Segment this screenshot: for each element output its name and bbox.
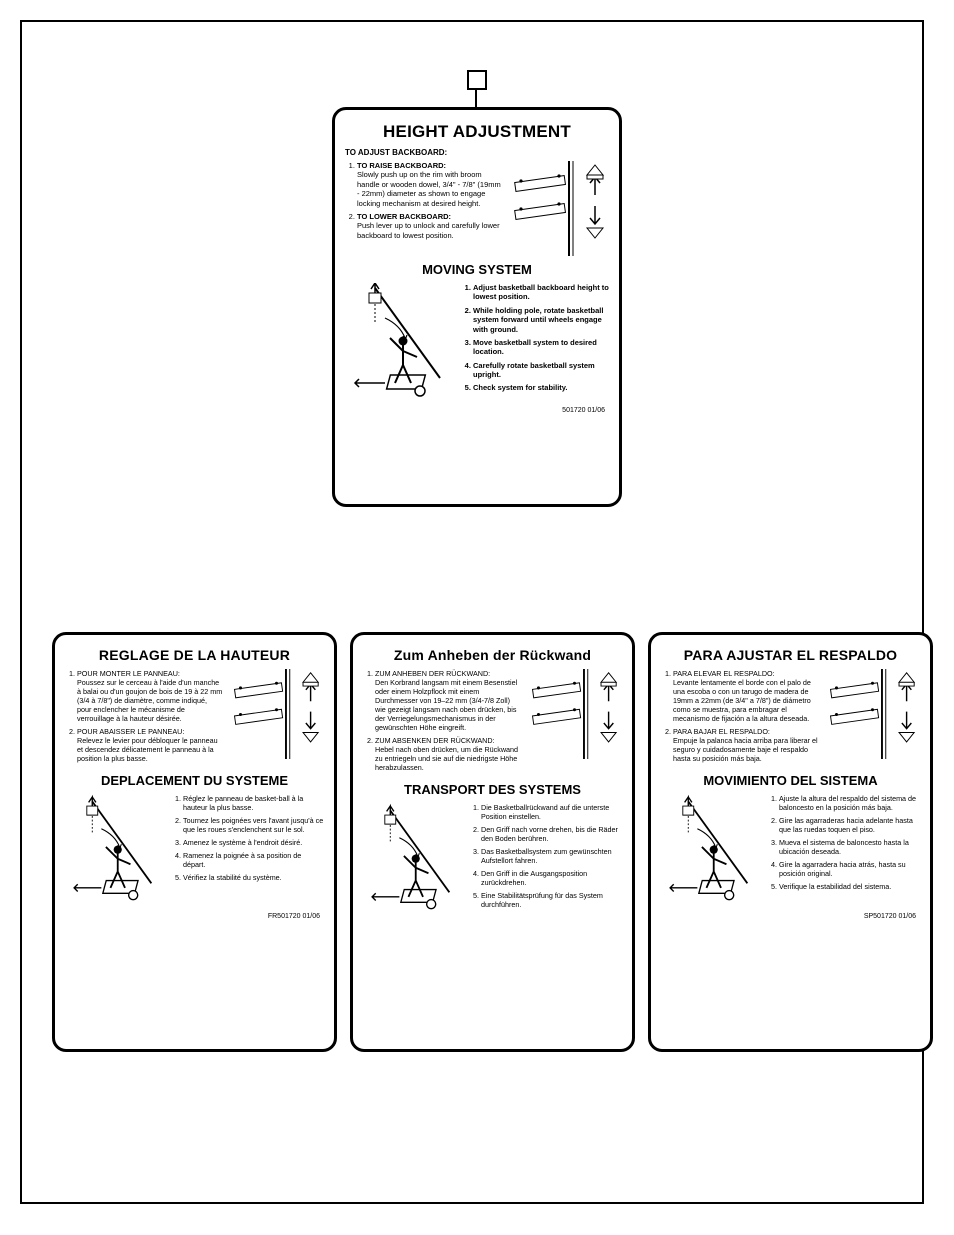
fr-move-3: Amenez le système à l'endroit désiré. <box>183 838 324 847</box>
card-english: HEIGHT ADJUSTMENT TO ADJUST BACKBOARD: T… <box>332 107 622 507</box>
lower-lead: TO LOWER BACKBOARD: <box>357 212 451 221</box>
fr-lower-lead: POUR ABAISSER LE PANNEAU: <box>77 727 184 736</box>
title-de-height: Zum Anheben der Rückwand <box>363 647 622 663</box>
de-moving-diagram <box>363 803 463 918</box>
adjust-diagram <box>509 161 609 256</box>
es-move-5: Verifique la estabilidad del sistema. <box>779 882 920 891</box>
card-french: REGLAGE DE LA HAUTEUR POUR MONTER LE PAN… <box>52 632 337 1052</box>
raise-lead: TO RAISE BACKBOARD: <box>357 161 446 170</box>
fr-raise-body: Poussez sur le cerceau à l'aide d'un man… <box>77 678 222 723</box>
tab-connector <box>475 88 477 108</box>
moving-instructions: Adjust basketball backboard height to lo… <box>461 283 609 403</box>
footer-code-es: SP501720 01/06 <box>661 913 920 920</box>
es-move-1: Ajuste la altura del respaldo del sistem… <box>779 794 920 812</box>
title-de-moving: TRANSPORT DES SYSTEMS <box>363 782 622 797</box>
es-adjust-diagram <box>825 669 920 759</box>
title-es-height: PARA AJUSTAR EL RESPALDO <box>661 647 920 663</box>
raise-body: Slowly push up on the rim with broom han… <box>357 170 501 207</box>
tab-square <box>467 70 487 90</box>
fr-adjust-diagram <box>229 669 324 759</box>
move-step-1: Adjust basketball backboard height to lo… <box>473 283 609 302</box>
de-raise-body: Den Korbrand langsam mit einem Besenstie… <box>375 678 517 732</box>
lower-body: Push lever up to unlock and carefully lo… <box>357 221 500 239</box>
title-fr-moving: DEPLACEMENT DU SYSTEME <box>65 773 324 788</box>
es-move-2: Gire las agarraderas hacia adelante hast… <box>779 816 920 834</box>
de-move-5: Eine Stabilitätsprüfung für das System d… <box>481 891 622 909</box>
de-move-2: Den Griff nach vorne drehen, bis die Räd… <box>481 825 622 843</box>
page-frame: HEIGHT ADJUSTMENT TO ADJUST BACKBOARD: T… <box>20 20 924 1204</box>
de-move-3: Das Basketballsystem zum gewünschten Auf… <box>481 847 622 865</box>
es-move-4: Gire la agarradera hacia atrás, hasta su… <box>779 860 920 878</box>
title-height-adjustment: HEIGHT ADJUSTMENT <box>345 122 609 142</box>
de-moving-instructions: Die Basketballrückwand auf die unterste … <box>469 803 622 918</box>
title-fr-height: REGLAGE DE LA HAUTEUR <box>65 647 324 663</box>
de-move-4: Den Griff in die Ausgangsposition zurück… <box>481 869 622 887</box>
fr-move-4: Ramenez la poignée à sa position de dépa… <box>183 851 324 869</box>
fr-move-2: Tournez les poignées vers l'avant jusqu'… <box>183 816 324 834</box>
de-lower-body: Hebel nach oben drücken, um die Rückwand… <box>375 745 518 772</box>
card-spanish: PARA AJUSTAR EL RESPALDO PARA ELEVAR EL … <box>648 632 933 1052</box>
title-moving-system: MOVING SYSTEM <box>345 262 609 277</box>
es-moving-diagram <box>661 794 761 909</box>
fr-moving-instructions: Réglez le panneau de basket-ball à la ha… <box>171 794 324 909</box>
subhead-adjust: TO ADJUST BACKBOARD: <box>345 148 609 157</box>
footer-code-en: 501720 01/06 <box>345 407 609 414</box>
move-step-3: Move basketball system to desired locati… <box>473 338 609 357</box>
adjust-instructions: TO RAISE BACKBOARD:Slowly push up on the… <box>345 161 503 256</box>
fr-moving-diagram <box>65 794 165 909</box>
es-adjust-instructions: PARA ELEVAR EL RESPALDO:Levante lentamen… <box>661 669 819 767</box>
moving-diagram <box>345 283 455 403</box>
de-move-1: Die Basketballrückwand auf die unterste … <box>481 803 622 821</box>
de-lower-lead: ZUM ABSENKEN DER RÜCKWAND: <box>375 736 495 745</box>
es-lower-body: Empuje la palanca hacia arriba para libe… <box>673 736 818 763</box>
fr-lower-body: Relevez le levier pour débloquer le pann… <box>77 736 218 763</box>
fr-move-1: Réglez le panneau de basket-ball à la ha… <box>183 794 324 812</box>
de-adjust-instructions: ZUM ANHEBEN DER RÜCKWAND:Den Korbrand la… <box>363 669 521 776</box>
fr-adjust-instructions: POUR MONTER LE PANNEAU:Poussez sur le ce… <box>65 669 223 767</box>
footer-code-fr: FR501720 01/06 <box>65 913 324 920</box>
move-step-5: Check system for stability. <box>473 383 609 392</box>
es-raise-body: Levante lentamente el borde con el palo … <box>673 678 811 723</box>
es-raise-lead: PARA ELEVAR EL RESPALDO: <box>673 669 775 678</box>
fr-move-5: Vérifiez la stabilité du système. <box>183 873 324 882</box>
move-step-4: Carefully rotate basketball system uprig… <box>473 361 609 380</box>
es-moving-instructions: Ajuste la altura del respaldo del sistem… <box>767 794 920 909</box>
move-step-2: While holding pole, rotate basketball sy… <box>473 306 609 334</box>
fr-raise-lead: POUR MONTER LE PANNEAU: <box>77 669 180 678</box>
es-lower-lead: PARA BAJAR EL RESPALDO: <box>673 727 770 736</box>
de-raise-lead: ZUM ANHEBEN DER RÜCKWAND: <box>375 669 490 678</box>
title-es-moving: MOVIMIENTO DEL SISTEMA <box>661 773 920 788</box>
card-german: Zum Anheben der Rückwand ZUM ANHEBEN DER… <box>350 632 635 1052</box>
de-adjust-diagram <box>527 669 622 759</box>
es-move-3: Mueva el sistema de baloncesto hasta la … <box>779 838 920 856</box>
